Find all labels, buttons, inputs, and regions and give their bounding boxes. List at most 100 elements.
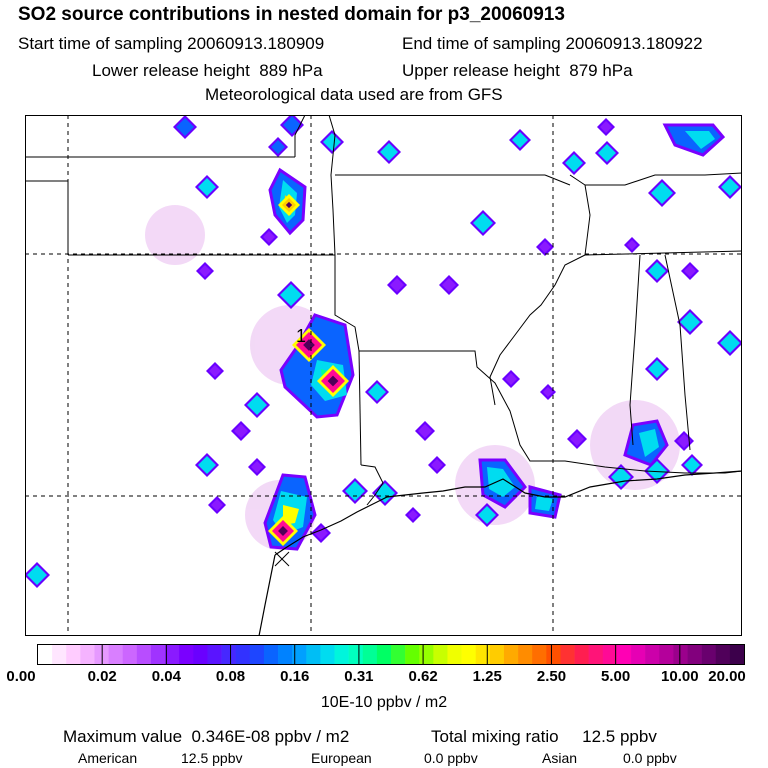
- hotspot: [647, 461, 667, 481]
- hotspot: [390, 278, 404, 292]
- colorbar-cell: [729, 645, 745, 664]
- colorbar-cell: [108, 645, 124, 664]
- hotspot: [234, 424, 248, 438]
- colorbar-cell: [659, 645, 674, 664]
- hotspot-center: [278, 526, 288, 536]
- colorbar-frame: [37, 644, 745, 665]
- colorbar-cell: [503, 645, 519, 664]
- hotspot: [27, 565, 47, 585]
- source-location-marker: [274, 551, 290, 567]
- colorbar-cell: [673, 645, 688, 664]
- hotspot: [431, 459, 443, 471]
- colorbar-tick-label: 20.00: [708, 668, 746, 685]
- hotspot: [368, 383, 386, 401]
- hotspot: [375, 483, 395, 503]
- colorbar-cell: [320, 645, 335, 664]
- map-frame: [25, 115, 742, 636]
- plot-title: SO2 source contributions in nested domai…: [18, 4, 565, 25]
- colorbar-cell: [165, 645, 180, 664]
- hotspot: [247, 395, 267, 415]
- hotspot: [570, 432, 584, 446]
- hotspot: [565, 154, 583, 172]
- colorbar-cell: [433, 645, 448, 664]
- hotspot: [600, 121, 612, 133]
- colorbar-cell: [518, 645, 533, 664]
- colorbar-cell: [179, 645, 194, 664]
- colorbar-tick-label: 0.08: [215, 668, 246, 685]
- colorbar-cell: [38, 645, 53, 664]
- asian-label: Asian: [542, 750, 578, 766]
- colorbar-cell: [419, 645, 434, 664]
- colorbar-cell: [278, 645, 293, 664]
- hotspot-center: [285, 201, 293, 209]
- hotspot: [651, 182, 673, 204]
- hotspot: [199, 265, 211, 277]
- colorbar-cell: [66, 645, 81, 664]
- hotspot-center: [327, 375, 339, 387]
- colorbar-cell: [715, 645, 731, 664]
- end-sampling-time: End time of sampling 20060913.180922: [402, 34, 703, 53]
- colorbar-cell: [532, 645, 547, 664]
- colorbar-cell: [249, 645, 265, 664]
- colorbar-tick-label: 0.62: [408, 668, 438, 685]
- met-data-source: Meteorological data used are from GFS: [205, 85, 503, 104]
- colorbar-cell: [588, 645, 604, 664]
- colorbar-cell: [235, 645, 251, 664]
- hotspot: [314, 526, 328, 540]
- hotspot: [684, 265, 696, 277]
- colorbar-cell: [207, 645, 222, 664]
- asian-value: 0.0 ppbv: [623, 750, 677, 766]
- colorbar-cell: [348, 645, 364, 664]
- plume-layer: [25, 115, 742, 588]
- hotspot: [648, 360, 666, 378]
- hotspot: [680, 312, 700, 332]
- european-label: European: [311, 750, 372, 766]
- colorbar-cell: [292, 645, 307, 664]
- hotspot: [478, 506, 496, 524]
- hotspot: [512, 132, 528, 148]
- colorbar-cell: [376, 645, 392, 664]
- hotspot: [473, 213, 493, 233]
- colorbar-cell: [405, 645, 420, 664]
- hotspot: [627, 240, 637, 250]
- hotspot-center: [303, 339, 315, 351]
- hotspot: [684, 457, 700, 473]
- hotspot: [442, 278, 456, 292]
- colorbar: [37, 644, 745, 665]
- colorbar-cell: [574, 645, 589, 664]
- total-mixing-ratio: Total mixing ratio 12.5 ppbv: [431, 727, 657, 746]
- colorbar-tick-label: 1.25: [472, 668, 502, 685]
- colorbar-cell: [362, 645, 378, 664]
- colorbar-tick-label: 0.02: [87, 668, 117, 685]
- colorbar-tick-label: 10.00: [661, 668, 699, 685]
- upper-release-height: Upper release height 879 hPa: [402, 61, 633, 80]
- hotspot: [543, 387, 553, 397]
- hotspot: [211, 499, 223, 511]
- hotspot: [648, 262, 666, 280]
- hotspot: [283, 116, 301, 134]
- colorbar-cell: [475, 645, 491, 664]
- hotspot: [280, 284, 302, 306]
- colorbar-cell: [52, 645, 67, 664]
- colorbar-tick-label: 0.04: [151, 668, 181, 685]
- maximum-value: Maximum value 0.346E-08 ppbv / m2: [63, 727, 350, 746]
- source-number-label: 1: [296, 326, 306, 346]
- hotspot: [263, 231, 275, 243]
- hotspot: [598, 144, 616, 162]
- colorbar-cell: [193, 645, 208, 664]
- coastline: [258, 470, 742, 636]
- european-value: 0.0 ppbv: [424, 750, 478, 766]
- colorbar-tick-label: 0.16: [280, 668, 310, 685]
- colorbar-cell: [701, 645, 717, 664]
- hotspot: [539, 241, 551, 253]
- hotspot: [418, 424, 432, 438]
- colorbar-cell: [447, 645, 462, 664]
- colorbar-cell: [136, 645, 152, 664]
- colorbar-cell: [560, 645, 575, 664]
- colorbar-cell: [80, 645, 95, 664]
- colorbar-cell: [602, 645, 618, 664]
- hotspot: [380, 143, 398, 161]
- colorbar-cell: [334, 645, 349, 664]
- hotspot: [345, 481, 365, 501]
- colorbar-tick-label: 5.00: [601, 668, 631, 685]
